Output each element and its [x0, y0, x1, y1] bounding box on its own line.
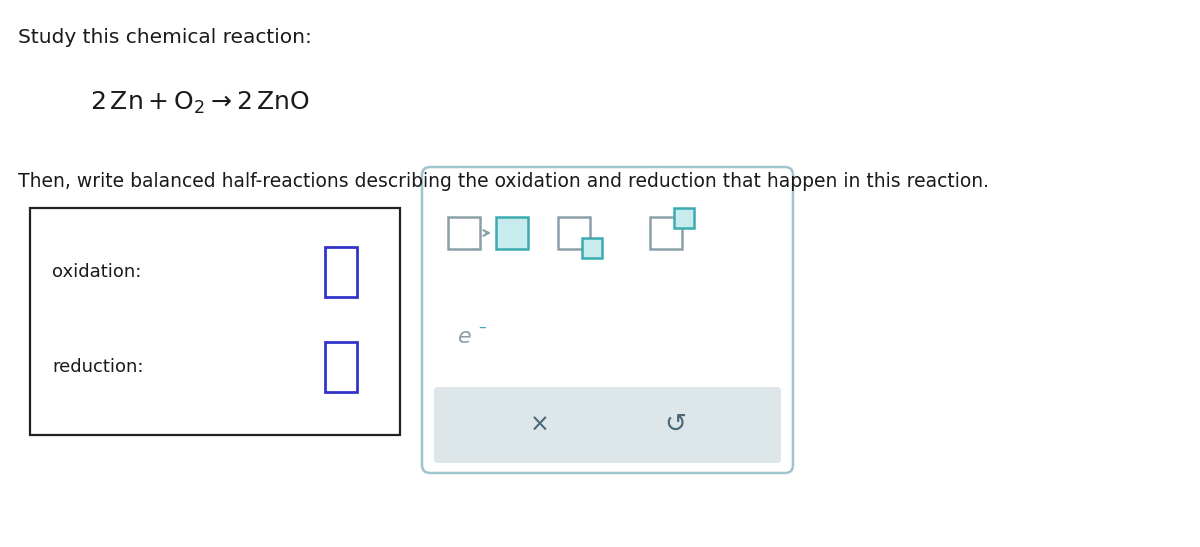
Text: $\mathdefault{2\,Zn + O_2 \rightarrow 2\,ZnO}$: $\mathdefault{2\,Zn + O_2 \rightarrow 2\…	[90, 90, 310, 116]
FancyBboxPatch shape	[325, 247, 358, 296]
FancyBboxPatch shape	[325, 342, 358, 392]
FancyBboxPatch shape	[496, 217, 528, 249]
Text: Then, write balanced half-reactions describing the oxidation and reduction that : Then, write balanced half-reactions desc…	[18, 172, 989, 191]
FancyBboxPatch shape	[558, 217, 590, 249]
Text: reduction:: reduction:	[52, 358, 144, 376]
FancyBboxPatch shape	[422, 167, 793, 473]
FancyBboxPatch shape	[582, 238, 602, 258]
Text: ×: ×	[530, 413, 550, 437]
FancyBboxPatch shape	[650, 217, 682, 249]
Text: e: e	[458, 327, 472, 347]
Text: Study this chemical reaction:: Study this chemical reaction:	[18, 28, 312, 47]
Text: ↺: ↺	[665, 412, 686, 438]
Text: oxidation:: oxidation:	[52, 263, 142, 281]
FancyBboxPatch shape	[434, 387, 781, 463]
Text: –: –	[478, 319, 486, 335]
FancyBboxPatch shape	[448, 217, 480, 249]
FancyBboxPatch shape	[674, 208, 694, 228]
FancyBboxPatch shape	[30, 208, 400, 435]
